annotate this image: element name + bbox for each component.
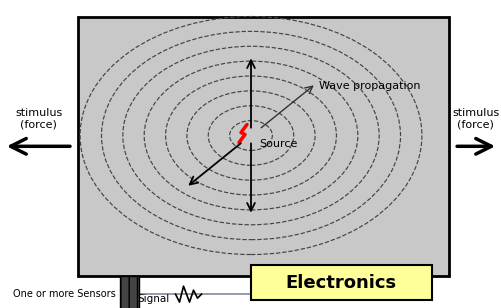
Text: One or more Sensors: One or more Sensors bbox=[13, 289, 116, 299]
Bar bbox=[250, 265, 431, 300]
Text: Electronics: Electronics bbox=[285, 274, 396, 292]
Text: Source: Source bbox=[259, 139, 297, 148]
Bar bbox=[78, 17, 448, 276]
Text: Signal: Signal bbox=[137, 294, 169, 304]
Text: stimulus
(force): stimulus (force) bbox=[15, 107, 63, 129]
Bar bbox=[120, 276, 139, 308]
Text: stimulus
(force): stimulus (force) bbox=[451, 107, 498, 129]
Text: Wave propagation: Wave propagation bbox=[318, 80, 420, 91]
